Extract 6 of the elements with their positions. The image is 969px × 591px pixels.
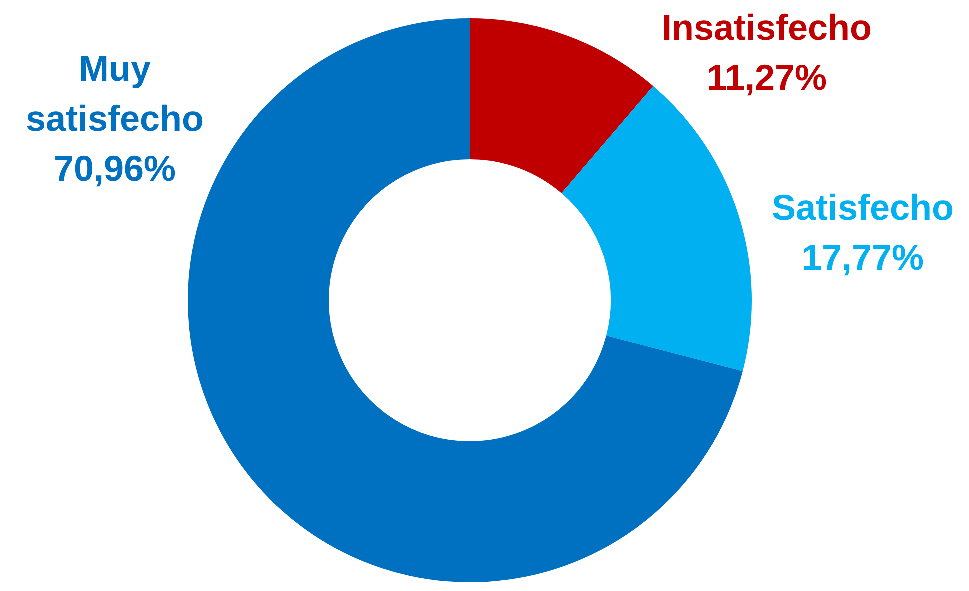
slice-label: Muy satisfecho [26, 48, 204, 139]
data-label: 17,77% [802, 236, 924, 278]
slice-label: Insatisfecho [662, 6, 872, 48]
data-label: 70,96% [54, 148, 176, 189]
data-label: 11,27% [706, 56, 828, 98]
slice-label: Satisfecho [772, 186, 954, 228]
